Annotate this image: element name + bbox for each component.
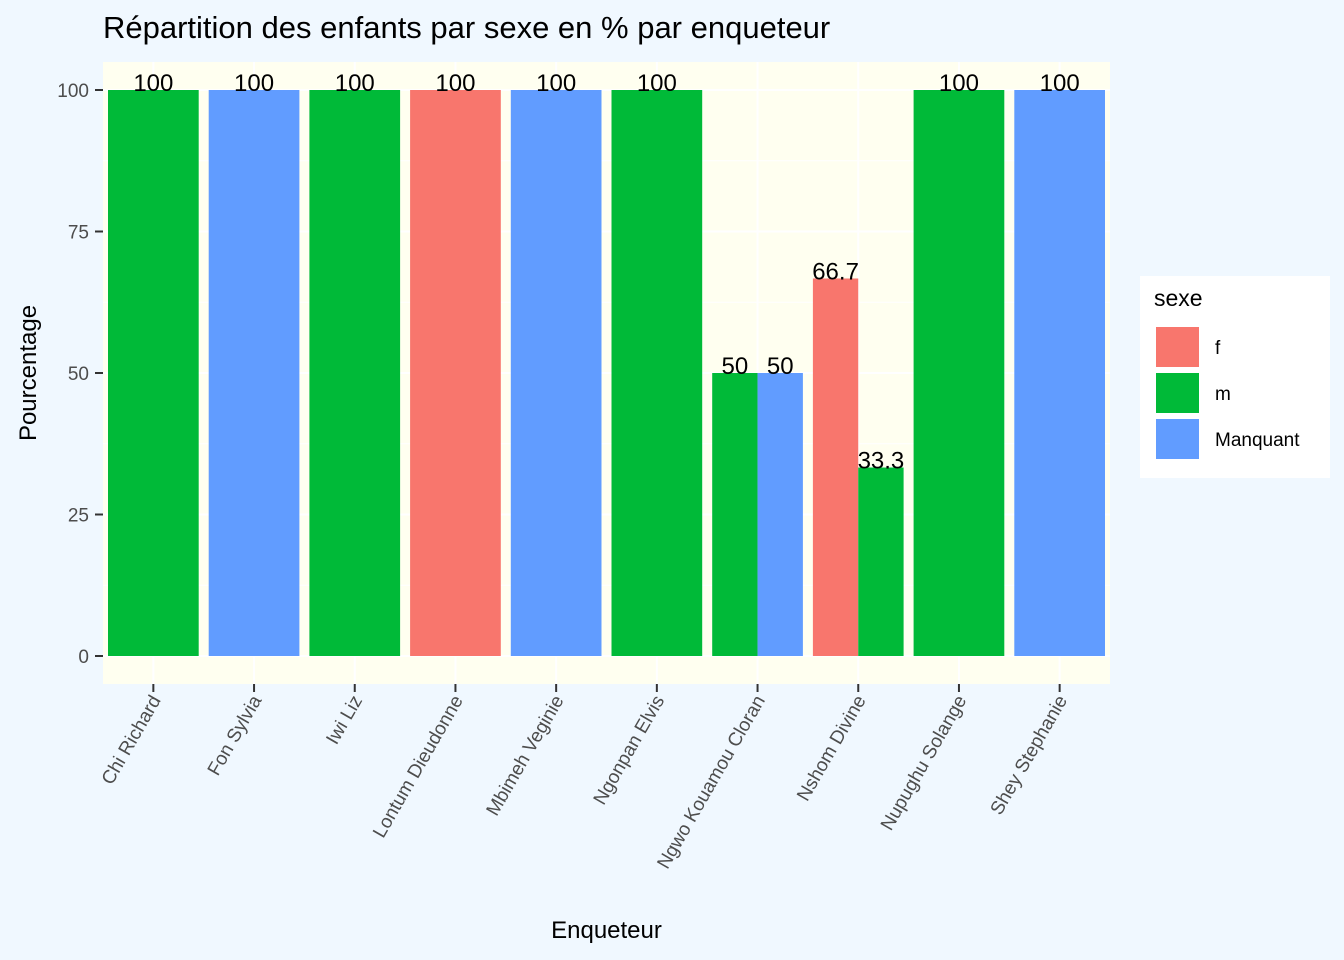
bar — [812, 278, 859, 656]
bar — [410, 90, 501, 656]
chart-title: Répartition des enfants par sexe en % pa… — [103, 10, 831, 45]
x-tick-label: Nupughu Solange — [877, 692, 971, 834]
bar — [309, 90, 401, 656]
x-tick-label: Nshom Divine — [793, 692, 870, 805]
bar — [208, 90, 300, 656]
y-tick-label: 75 — [68, 223, 89, 244]
x-tick-label: Ngonpan Elvis — [590, 692, 669, 809]
bar — [510, 90, 602, 656]
legend-swatch — [1156, 373, 1199, 413]
bar-label: 100 — [234, 70, 274, 97]
legend-label: f — [1215, 338, 1221, 359]
x-tick-label: Ngwo Kouamou Cloran — [653, 692, 769, 873]
bar-label: 100 — [335, 70, 375, 97]
bar-label: 100 — [133, 70, 173, 97]
legend-label: m — [1215, 384, 1231, 405]
bar — [757, 373, 803, 656]
x-tick-label: Mbimeh Veginie — [483, 692, 569, 820]
legend-swatch — [1156, 327, 1199, 367]
bar-label: 100 — [1040, 70, 1080, 97]
bar — [1014, 90, 1105, 656]
bar — [611, 90, 703, 656]
bar — [108, 90, 199, 656]
bar-label: 50 — [722, 353, 749, 380]
bar — [858, 467, 904, 656]
bar-label: 50 — [767, 353, 794, 380]
y-tick-label: 100 — [57, 81, 89, 102]
y-axis-title: Pourcentage — [15, 305, 42, 441]
bar-label: 100 — [536, 70, 576, 97]
bar-label: 66.7 — [812, 258, 859, 285]
x-tick-label: Lontum Dieudonne — [369, 692, 467, 842]
y-tick-label: 50 — [68, 364, 89, 385]
bar-label: 100 — [939, 70, 979, 97]
bar — [712, 373, 758, 656]
y-tick-label: 25 — [68, 506, 89, 527]
x-tick-label: Iwi Liz — [322, 692, 367, 748]
legend-swatch — [1156, 419, 1199, 459]
legend-title: sexe — [1154, 285, 1203, 311]
y-tick-label: 0 — [78, 647, 89, 668]
x-axis-title: Enqueteur — [551, 917, 662, 944]
x-tick-label: Fon Sylvia — [204, 692, 267, 780]
bar — [913, 90, 1005, 656]
x-tick-label: Chi Richard — [98, 692, 166, 788]
x-tick-label: Shey Stephanie — [987, 692, 1072, 819]
bar-label: 100 — [435, 70, 475, 97]
bar-label: 33.3 — [858, 448, 905, 475]
legend-label: Manquant — [1215, 430, 1300, 451]
bar-label: 100 — [637, 70, 677, 97]
